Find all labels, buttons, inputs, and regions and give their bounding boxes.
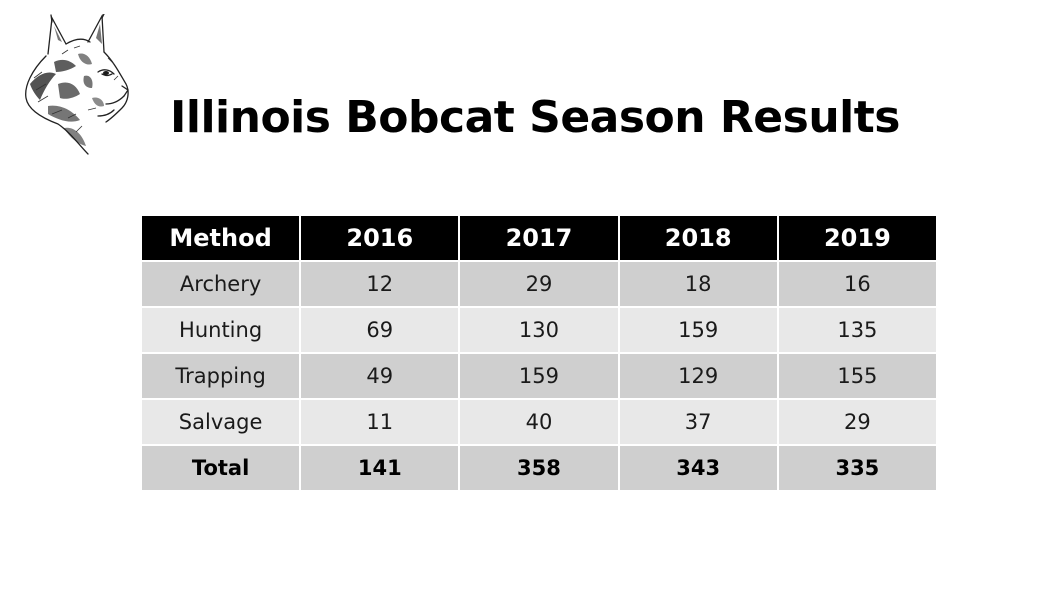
- value-cell: 29: [776, 398, 939, 446]
- table-row: Archery 12 29 18 16: [139, 260, 939, 308]
- value-cell: 49: [299, 352, 461, 400]
- value-cell: 129: [617, 352, 779, 400]
- total-value-cell: 335: [776, 444, 939, 492]
- value-cell: 69: [299, 306, 461, 354]
- method-cell: Salvage: [139, 398, 302, 446]
- value-cell: 40: [458, 398, 620, 446]
- table-row: Trapping 49 159 129 155: [139, 352, 939, 400]
- page-title: Illinois Bobcat Season Results: [170, 92, 900, 143]
- method-cell: Hunting: [139, 306, 302, 354]
- value-cell: 29: [458, 260, 620, 308]
- value-cell: 12: [299, 260, 461, 308]
- column-header: 2019: [776, 214, 939, 262]
- value-cell: 155: [776, 352, 939, 400]
- bobcat-head-sketch-icon: [25, 14, 129, 155]
- value-cell: 135: [776, 306, 939, 354]
- column-header: 2017: [458, 214, 620, 262]
- results-table: Method 2016 2017 2018 2019 Archery 12 29…: [139, 214, 939, 492]
- total-value-cell: 141: [299, 444, 461, 492]
- value-cell: 16: [776, 260, 939, 308]
- column-header: Method: [139, 214, 302, 262]
- table-row: Salvage 11 40 37 29: [139, 398, 939, 446]
- value-cell: 130: [458, 306, 620, 354]
- value-cell: 18: [617, 260, 779, 308]
- total-label-cell: Total: [139, 444, 302, 492]
- total-value-cell: 358: [458, 444, 620, 492]
- method-cell: Trapping: [139, 352, 302, 400]
- table-header-row: Method 2016 2017 2018 2019: [139, 214, 939, 262]
- column-header: 2018: [617, 214, 779, 262]
- total-row: Total 141 358 343 335: [139, 444, 939, 492]
- method-cell: Archery: [139, 260, 302, 308]
- table-row: Hunting 69 130 159 135: [139, 306, 939, 354]
- value-cell: 159: [458, 352, 620, 400]
- value-cell: 37: [617, 398, 779, 446]
- value-cell: 11: [299, 398, 461, 446]
- total-value-cell: 343: [617, 444, 779, 492]
- column-header: 2016: [299, 214, 461, 262]
- value-cell: 159: [617, 306, 779, 354]
